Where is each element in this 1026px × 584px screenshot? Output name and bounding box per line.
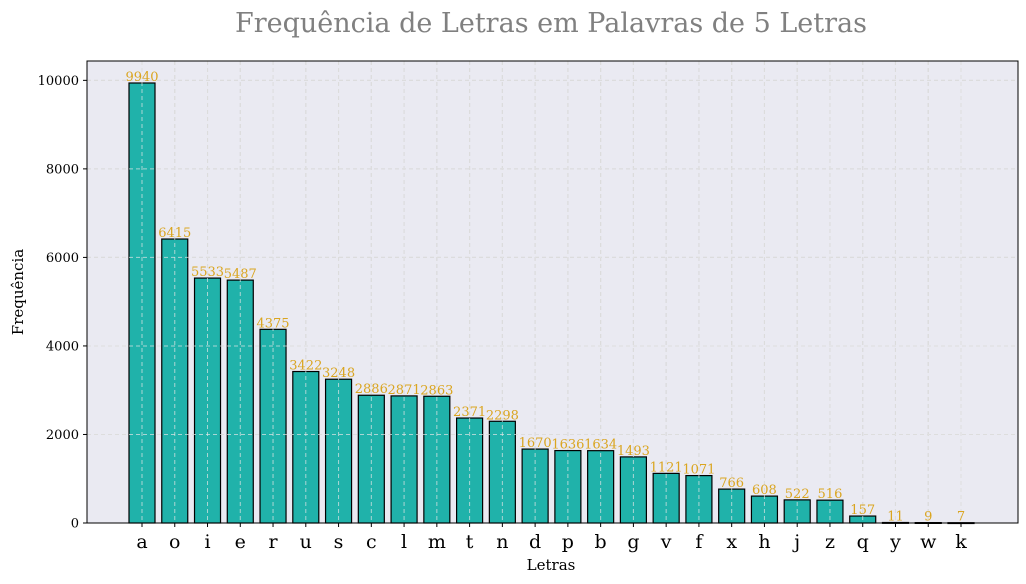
x-tick-label-g: g: [627, 531, 639, 553]
x-tick-label-d: d: [529, 531, 541, 553]
x-tick-label-w: w: [920, 531, 937, 553]
data-label-c: 2886: [355, 382, 388, 397]
x-tick-label-q: q: [857, 531, 869, 553]
bar-m: [423, 395, 451, 524]
data-label-v: 1121: [650, 460, 683, 475]
data-label-q: 157: [850, 503, 875, 518]
x-tick-label-k: k: [955, 531, 967, 553]
data-label-s: 3248: [322, 366, 355, 381]
bar-n: [488, 420, 516, 524]
grid-overlay: [87, 61, 1018, 524]
data-label-n: 2298: [486, 408, 519, 423]
bar-l: [390, 395, 418, 524]
x-tick-label-p: p: [562, 531, 574, 553]
x-tick-label-s: s: [334, 531, 344, 553]
x-tick-label-z: z: [825, 531, 835, 553]
data-label-x: 766: [719, 476, 744, 491]
y-tick-label: 6000: [46, 251, 79, 266]
data-label-y: 11: [887, 510, 904, 525]
x-tick-label-y: y: [889, 531, 901, 553]
data-label-z: 516: [818, 487, 843, 502]
y-axis-label: Frequência: [9, 249, 27, 335]
chart-title: Frequência de Letras em Palavras de 5 Le…: [235, 8, 867, 39]
data-label-i: 5533: [191, 265, 224, 280]
data-label-g: 1493: [617, 444, 650, 459]
x-tick-label-b: b: [595, 531, 607, 553]
data-label-u: 3422: [289, 359, 322, 374]
data-label-e: 5487: [224, 267, 257, 282]
x-tick-label-e: e: [235, 531, 246, 553]
plot-area: [87, 61, 1018, 523]
x-tick-label-v: v: [660, 531, 672, 553]
x-tick-label-c: c: [366, 531, 377, 553]
data-label-l: 2871: [388, 383, 421, 398]
x-tick-label-r: r: [268, 531, 278, 553]
data-label-p: 1636: [551, 438, 584, 453]
x-tick-label-x: x: [726, 531, 737, 553]
data-label-o: 6415: [158, 226, 191, 241]
bar-c: [357, 394, 385, 524]
plot-frame: [86, 60, 1019, 524]
x-tick-label-a: a: [136, 531, 147, 553]
y-axis-ticks: 0 2000 4000 6000 8000 10000: [38, 74, 87, 532]
x-tick-label-j: j: [792, 531, 800, 553]
data-label-r: 4375: [256, 316, 289, 331]
x-tick-label-t: t: [466, 531, 474, 553]
data-label-a: 9940: [125, 70, 158, 85]
data-label-h: 608: [752, 483, 777, 498]
x-tick-label-h: h: [758, 531, 770, 553]
x-axis-label: Letras: [527, 556, 576, 574]
data-label-b: 1634: [584, 438, 617, 453]
x-tick-label-f: f: [695, 531, 704, 553]
data-label-m: 2863: [420, 383, 453, 398]
data-label-d: 1670: [519, 436, 552, 451]
x-tick-label-n: n: [496, 531, 508, 553]
data-label-t: 2371: [453, 405, 486, 420]
y-tick-label: 4000: [46, 339, 79, 354]
y-tick-label: 8000: [46, 162, 79, 177]
x-tick-label-l: l: [401, 531, 407, 553]
y-tick-label: 2000: [46, 428, 79, 443]
data-label-f: 1071: [682, 463, 715, 478]
y-tick-label: 0: [71, 517, 79, 532]
data-label-k: 7: [957, 510, 965, 525]
x-tick-label-u: u: [300, 531, 312, 553]
x-tick-label-m: m: [428, 531, 446, 553]
y-tick-label: 10000: [38, 74, 79, 89]
data-label-w: 9: [924, 510, 932, 525]
x-tick-label-o: o: [169, 531, 180, 553]
data-label-j: 522: [785, 487, 810, 502]
x-tick-label-i: i: [204, 531, 210, 553]
